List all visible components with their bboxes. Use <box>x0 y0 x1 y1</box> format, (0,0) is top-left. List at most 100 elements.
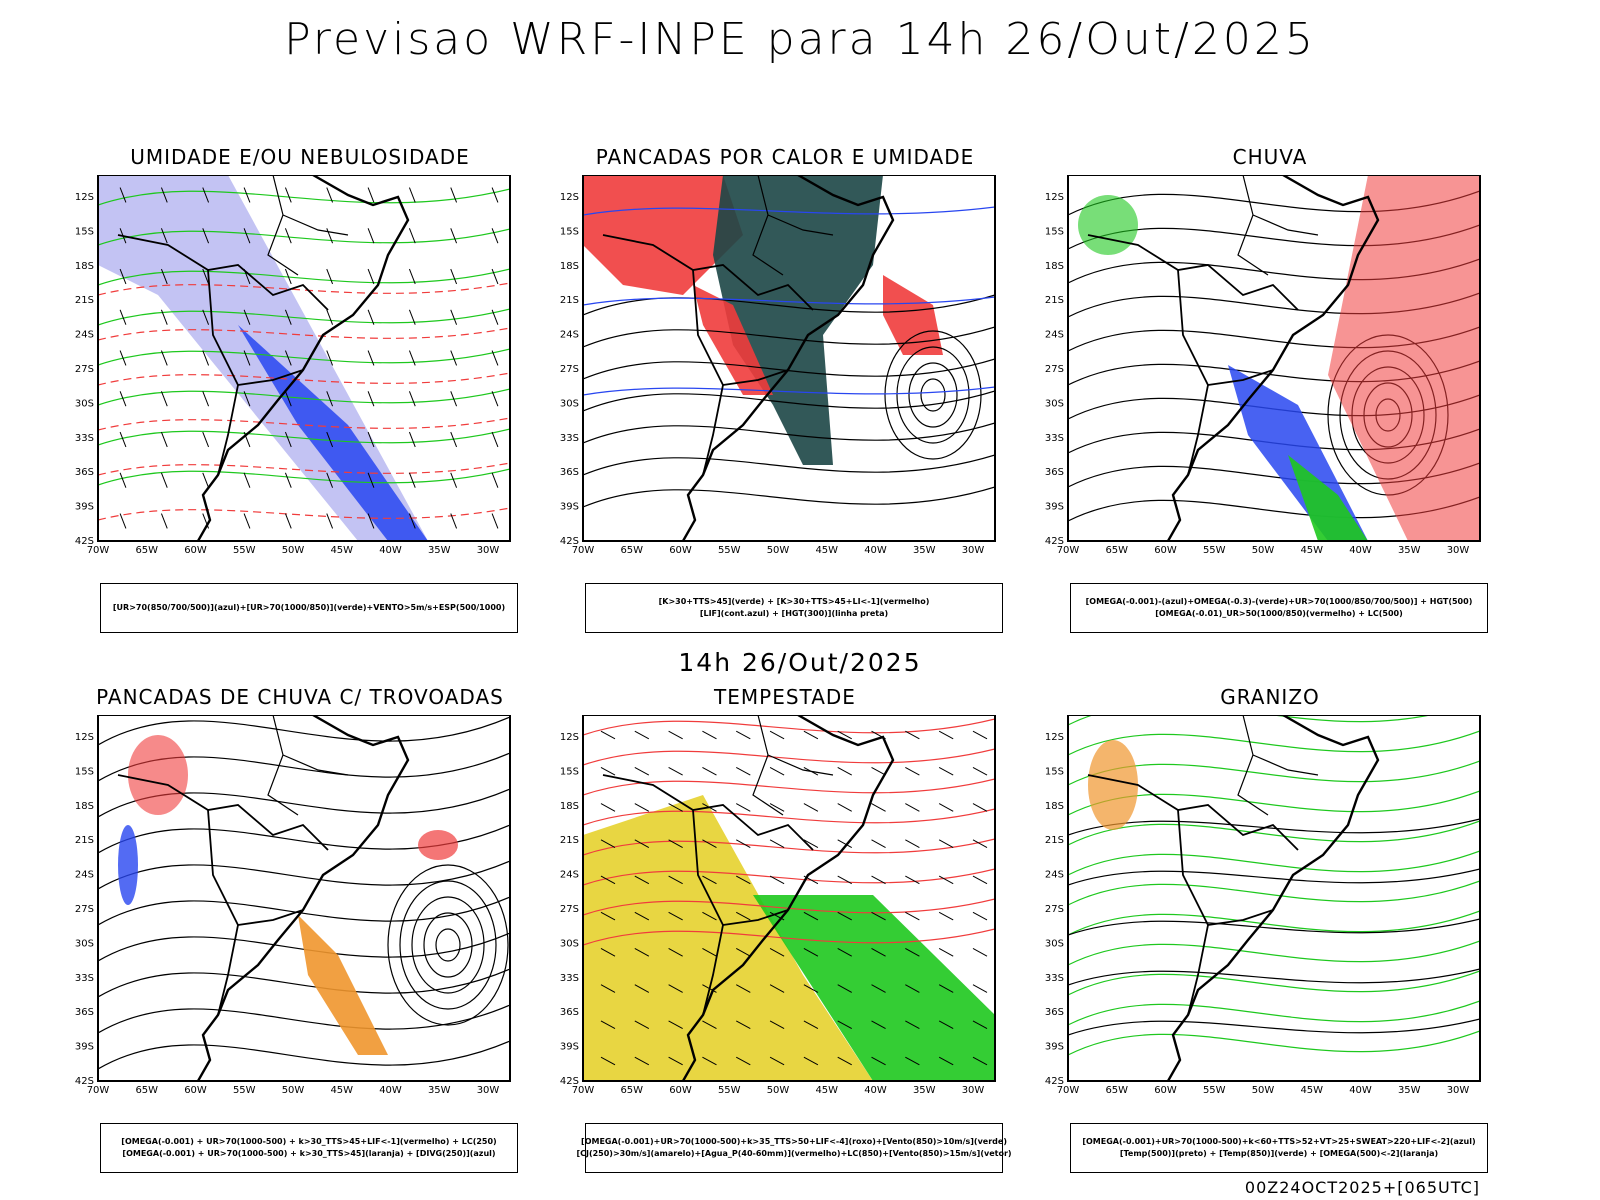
wind-vector <box>837 730 852 740</box>
wind-vector <box>837 839 852 848</box>
country-border <box>1207 909 1274 926</box>
lat-tick-label: 24S <box>1045 330 1064 341</box>
wind-vector <box>202 187 210 203</box>
lat-tick-label: 24S <box>75 330 94 341</box>
wind-vector <box>491 513 499 529</box>
legend-line: [K>30+TTS>45](verde) + [K>30+TTS>45+LI<-… <box>658 597 930 606</box>
wind-vector <box>702 875 717 885</box>
map-fields <box>583 715 995 1081</box>
lat-tick-label: 24S <box>560 330 579 341</box>
wind-vector <box>736 984 751 993</box>
temp850-contour <box>1068 910 1480 936</box>
wind-vector <box>243 228 251 244</box>
wind-vector <box>600 875 616 885</box>
wind-vector <box>284 268 292 285</box>
wind-vector <box>367 309 375 325</box>
legend-line: [UR>70(850/700/500)](azul)+[UR>70(1000/8… <box>112 603 506 612</box>
lat-tick-label: 30S <box>1045 938 1064 949</box>
lon-tick-label: 40W <box>1349 1085 1372 1096</box>
wind-vector <box>119 309 127 325</box>
wind-vector <box>871 875 886 885</box>
lon-tick-label: 50W <box>1252 1085 1275 1096</box>
wind-vector <box>408 268 416 285</box>
wind-vector <box>119 268 127 285</box>
pressure-contour <box>583 898 995 916</box>
thunderstorm-red-area <box>418 830 458 860</box>
lon-tick-label: 40W <box>379 1085 402 1096</box>
lon-tick-label: 60W <box>1154 1085 1177 1096</box>
lat-tick-label: 18S <box>75 261 94 272</box>
wind-vector <box>634 948 650 957</box>
wind-vector <box>600 803 616 812</box>
panel-legend: [OMEGA(-0.001)+UR>70(1000-500)+k<60+TTS>… <box>1070 1123 1488 1173</box>
lower-row-title: 14h 26/Out/2025 <box>678 648 922 677</box>
humidity-contour <box>98 188 510 206</box>
lon-tick-label: 45W <box>815 545 838 556</box>
lat-tick-label: 30S <box>1045 398 1064 409</box>
wind-vector <box>600 948 616 957</box>
wind-vector <box>326 350 334 366</box>
lon-tick-label: 40W <box>864 545 887 556</box>
wind-vector <box>837 1056 852 1066</box>
map-fields <box>98 715 510 1081</box>
wind-vector <box>972 803 988 812</box>
wind-vector <box>938 984 954 993</box>
lat-tick-label: 42S <box>75 536 94 547</box>
wind-vector <box>803 984 819 993</box>
wind-vector <box>634 766 650 776</box>
wind-vector <box>450 187 458 203</box>
lon-tick-label: 55W <box>233 545 256 556</box>
lat-tick-label: 12S <box>1045 732 1064 743</box>
wind-vector <box>491 472 499 488</box>
country-border <box>1087 774 1299 851</box>
panel-legend: [OMEGA(-0.001)-(azul)+OMEGA(-0.3)-(verde… <box>1070 583 1488 633</box>
lon-tick-label: 30W <box>477 1085 500 1096</box>
legend-line: [LIF](cont.azul) + [HGT(300)](linha pret… <box>699 609 889 618</box>
wind-vector <box>905 1056 920 1066</box>
lat-tick-label: 27S <box>1045 364 1064 375</box>
lon-tick-label: 30W <box>962 1085 985 1096</box>
streamline <box>98 1040 510 1070</box>
wind-vector <box>769 875 785 885</box>
lat-tick-label: 21S <box>560 835 579 846</box>
wind-vector <box>284 350 292 366</box>
lon-tick-label: 50W <box>282 545 305 556</box>
high-pressure-contour <box>908 362 958 428</box>
wind-vector <box>160 187 168 203</box>
country-border <box>117 234 329 311</box>
lat-tick-label: 27S <box>560 904 579 915</box>
legend-line: [OMEGA(-0.001)+UR>70(1000-500)+k<60+TTS>… <box>1082 1137 1476 1146</box>
lat-tick-label: 24S <box>75 870 94 881</box>
lat-tick-label: 27S <box>75 904 94 915</box>
lat-tick-label: 15S <box>1045 226 1064 237</box>
lon-tick-label: 55W <box>718 1085 741 1096</box>
wind-vector <box>119 187 127 203</box>
thunderstorm-red-area <box>128 735 188 815</box>
rain-green-area <box>1288 455 1368 541</box>
wind-vector <box>702 911 717 921</box>
coastline <box>196 175 410 541</box>
height-contour <box>583 422 995 444</box>
wind-vector <box>736 839 751 848</box>
lon-tick-label: 60W <box>184 545 207 556</box>
lat-tick-label: 33S <box>75 433 94 444</box>
wind-vector <box>803 839 819 848</box>
streamline <box>98 860 510 890</box>
lon-tick-label: 65W <box>620 1085 643 1096</box>
wind-vector <box>491 391 499 407</box>
wind-vector <box>491 268 499 285</box>
rain-red-area <box>1328 175 1480 541</box>
wind-vector <box>938 803 954 812</box>
temp850-contour <box>1068 850 1480 876</box>
wind-vector <box>668 948 683 957</box>
wind-vector <box>408 391 416 407</box>
lat-tick-label: 39S <box>560 502 579 513</box>
lat-tick-label: 42S <box>1045 1076 1064 1087</box>
wind-vector <box>634 1020 650 1030</box>
lon-tick-label: 70W <box>572 1085 595 1096</box>
map-frame <box>582 715 996 1082</box>
wind-vector <box>408 513 416 529</box>
